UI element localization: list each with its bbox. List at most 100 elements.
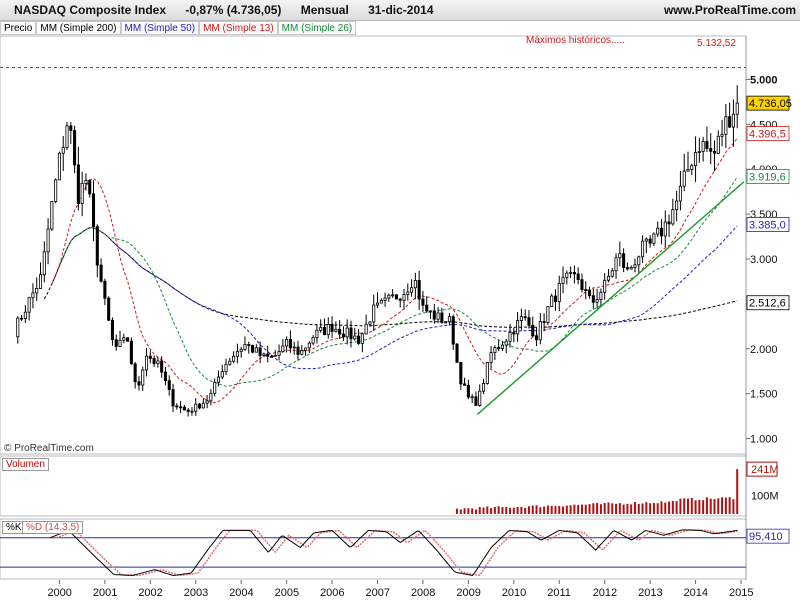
candle-down <box>330 323 334 332</box>
candle-up <box>516 320 520 335</box>
candle-down <box>341 333 345 338</box>
candle-up <box>326 323 330 336</box>
legend-ma50[interactable]: MM (Simple 50) <box>120 21 200 35</box>
ma50-line <box>51 225 738 370</box>
candle-up <box>413 280 417 289</box>
volume-bar <box>679 498 682 514</box>
candle-down <box>625 267 629 270</box>
volume-bar <box>652 502 655 514</box>
candle-down <box>659 227 664 237</box>
candle-up <box>216 376 221 383</box>
candle-up <box>470 396 474 399</box>
candle-up <box>633 264 637 268</box>
legend-price[interactable]: Precio <box>0 21 37 35</box>
candle-up <box>364 323 368 335</box>
source-link[interactable]: www.ProRealTime.com <box>663 3 796 17</box>
x-tick-label: 2012 <box>593 587 617 599</box>
index-name: NASDAQ Composite Index <box>14 3 167 17</box>
candle-up <box>599 291 603 300</box>
candle-up <box>201 402 205 409</box>
candle-up <box>444 321 448 324</box>
x-tick-label: 2003 <box>184 587 208 599</box>
candle-up <box>686 169 690 172</box>
volume-bar <box>724 497 727 514</box>
candle-down <box>580 279 584 290</box>
volume-bar <box>516 506 519 514</box>
support-trendline[interactable] <box>477 181 745 415</box>
candle-up <box>538 321 542 341</box>
candle-down <box>349 327 353 340</box>
candle-up <box>35 287 39 294</box>
volume-bar <box>694 500 697 514</box>
candle-down <box>69 125 73 132</box>
volume-bar <box>573 504 576 514</box>
candle-up <box>281 345 285 353</box>
x-tick-label: 2009 <box>456 587 480 599</box>
candle-up <box>118 339 122 347</box>
candle-down <box>474 396 478 406</box>
candle-up <box>493 347 497 353</box>
candle-up <box>205 400 209 404</box>
candle-down <box>591 295 595 303</box>
price-tag-label: 4.396,5 <box>749 129 786 141</box>
volume-bar <box>588 504 591 514</box>
price-tag-box <box>746 126 790 142</box>
candle-up <box>65 125 69 148</box>
candle-up <box>614 257 618 272</box>
candle-up <box>292 346 296 349</box>
stoch-d-label[interactable]: %D (14,3,5) <box>22 521 84 534</box>
volume-panel-label[interactable]: Volumen <box>2 458 49 471</box>
candle-down <box>648 238 652 244</box>
legend-ma200[interactable]: MM (Simple 200) <box>36 21 121 35</box>
volume-bar <box>686 498 689 514</box>
volume-bar <box>467 508 470 514</box>
candle-down <box>88 179 92 195</box>
x-tick-label: 2011 <box>547 587 571 599</box>
volume-bar <box>497 506 500 514</box>
volume-bar <box>474 509 477 514</box>
candle-up <box>209 392 213 402</box>
candle-up <box>387 294 391 299</box>
volume-bar <box>482 507 485 514</box>
volume-bar <box>584 504 587 514</box>
candle-down <box>152 358 156 364</box>
y-tick-label: 2.000 <box>750 344 778 356</box>
candle-up <box>239 349 243 353</box>
candle-up <box>144 355 149 371</box>
candle-down <box>107 297 111 321</box>
volume-bar <box>603 503 606 514</box>
x-tick-label: 2004 <box>229 587 253 599</box>
volume-bar <box>671 501 674 514</box>
price-tag-box <box>746 95 790 111</box>
candle-up <box>508 332 512 342</box>
candle-down <box>531 324 535 337</box>
ma26-line <box>51 176 738 387</box>
x-tick-label: 2015 <box>729 587 753 599</box>
candle-down <box>95 226 99 266</box>
candle-down <box>91 193 96 227</box>
candle-down <box>148 355 152 359</box>
legend-ma26[interactable]: MM (Simple 26) <box>277 21 357 35</box>
x-tick-label: 2010 <box>502 587 526 599</box>
volume-bar <box>512 507 515 514</box>
legend-ma13[interactable]: MM (Simple 13) <box>199 21 278 35</box>
stoch-d-line <box>50 529 738 577</box>
candle-up <box>353 335 357 340</box>
candle-up <box>54 179 58 202</box>
candle-up <box>652 233 656 244</box>
candle-down <box>133 363 137 383</box>
y-tick-label: 5.000 <box>750 74 778 86</box>
candle-up <box>27 297 31 313</box>
candle-down <box>266 353 270 357</box>
candle-up <box>23 311 27 319</box>
volume-tick-label: 241M <box>751 464 779 476</box>
volume-bar <box>675 501 678 514</box>
candle-down <box>534 335 539 341</box>
volume-bar <box>580 504 583 514</box>
candle-down <box>110 319 114 341</box>
candle-up <box>61 147 65 154</box>
volume-bar <box>596 502 599 514</box>
candle-up <box>694 152 698 167</box>
candle-up <box>606 275 611 281</box>
